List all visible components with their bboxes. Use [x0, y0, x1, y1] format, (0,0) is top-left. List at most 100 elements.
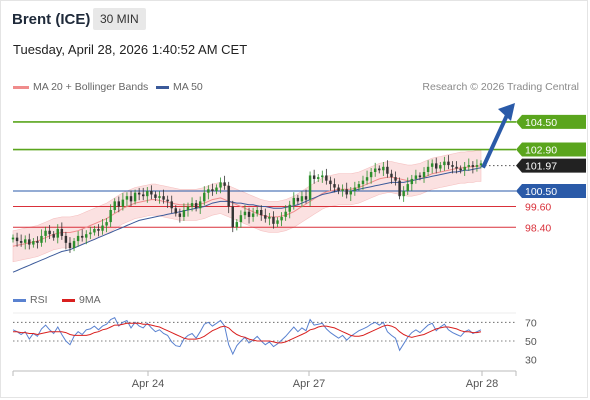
candle-body: [117, 201, 121, 207]
candle-body: [186, 206, 190, 210]
candle-body: [48, 230, 51, 235]
legend-ma50-swatch: [156, 85, 169, 89]
candle-body: [333, 184, 336, 188]
candle-body: [133, 192, 137, 202]
candle-body: [373, 168, 377, 172]
candle-body: [402, 191, 405, 197]
candle-body: [150, 191, 153, 195]
candle-body: [268, 216, 271, 219]
candle-body: [72, 241, 76, 248]
candle-body: [357, 184, 361, 188]
candle-body: [231, 206, 234, 228]
candle-body: [52, 234, 55, 238]
candle-body: [28, 239, 31, 245]
candle-body: [101, 225, 104, 231]
candle-body: [430, 163, 434, 167]
rsi-tick-label: 30: [525, 355, 537, 367]
candle-body: [337, 187, 340, 191]
candle-body: [251, 213, 255, 217]
candle-body: [219, 182, 222, 188]
datetime-label: Tuesday, April 28, 2026 1:40:52 AM CET: [13, 42, 248, 57]
candle-body: [410, 178, 414, 185]
candle-body: [142, 194, 145, 197]
candle-body: [345, 189, 348, 195]
candle-body: [23, 239, 27, 243]
candle-body: [304, 196, 308, 200]
candle-body: [19, 241, 23, 243]
candle-body: [308, 175, 312, 200]
candle-body: [312, 175, 316, 179]
candle-body: [414, 175, 418, 179]
rsi-tick-label: 70: [525, 317, 537, 329]
candle-body: [15, 237, 19, 242]
candle-body: [439, 165, 442, 169]
legend-rsi-ma-swatch: [62, 298, 75, 302]
candle-body: [390, 173, 393, 178]
candle-body: [459, 168, 462, 171]
candle-body: [369, 172, 373, 178]
candle-body: [386, 166, 389, 174]
candle-body: [211, 189, 214, 191]
candle-body: [341, 189, 344, 191]
forecast-arrow-head: [498, 103, 515, 121]
candle-body: [137, 192, 141, 195]
legend-rsi: RSI: [13, 294, 48, 306]
candle-body: [260, 210, 263, 216]
candle-body: [325, 175, 328, 181]
candle-body: [178, 213, 182, 217]
candle-body: [80, 235, 84, 238]
candle-body: [292, 197, 296, 205]
candle-body: [56, 229, 59, 238]
candle-body: [382, 166, 385, 171]
candle-body: [349, 191, 352, 195]
candle-body: [394, 177, 397, 181]
candle-body: [288, 204, 291, 212]
candle-body: [182, 210, 186, 217]
candle-body: [435, 163, 438, 169]
candle-body: [284, 211, 287, 217]
candle-body: [174, 208, 178, 214]
candle-body: [443, 161, 446, 166]
legend-ma20-swatch: [13, 85, 29, 89]
candle-body: [406, 184, 409, 191]
candle-body: [398, 180, 401, 197]
candle-body: [455, 166, 458, 169]
candle-body: [280, 216, 283, 221]
level-label-104.50: 104.50: [525, 117, 557, 129]
candle-body: [479, 163, 483, 166]
candle-body: [329, 180, 332, 185]
candle-body: [300, 196, 304, 202]
rsi-ma-line: [13, 322, 482, 344]
candle-body: [129, 196, 133, 202]
timeframe-badge[interactable]: 30 MIN: [93, 8, 146, 30]
candle-body: [85, 234, 88, 238]
candle-body: [76, 235, 80, 242]
candle-body: [227, 185, 230, 207]
legend-rsi-swatch: [13, 298, 26, 302]
candle-body: [64, 235, 68, 243]
candle-body: [32, 241, 35, 245]
rsi-line: [12, 317, 482, 356]
rsi-tick-label: 50: [525, 336, 537, 348]
candle-body: [471, 165, 475, 167]
candle-body: [255, 210, 259, 214]
candle-body: [36, 241, 39, 243]
candle-body: [40, 235, 43, 243]
candle-body: [418, 175, 422, 178]
candle-body: [422, 172, 426, 178]
candle-body: [239, 215, 243, 223]
candle-body: [235, 222, 239, 228]
level-tag-100.50: [516, 184, 586, 198]
candle-body: [247, 211, 251, 217]
copyright-label: Research © 2026 Trading Central: [422, 81, 579, 93]
candle-body: [467, 165, 471, 167]
candle-body: [158, 196, 161, 198]
header-bar: Brent (ICE) 30 MIN: [1, 1, 589, 35]
candle-body: [365, 177, 369, 181]
candle-body: [243, 211, 247, 216]
candle-body: [296, 197, 300, 202]
level-tag-104.50: [516, 114, 586, 129]
candle-body: [190, 203, 194, 207]
candle-body: [276, 220, 279, 224]
candle-body: [316, 177, 320, 179]
